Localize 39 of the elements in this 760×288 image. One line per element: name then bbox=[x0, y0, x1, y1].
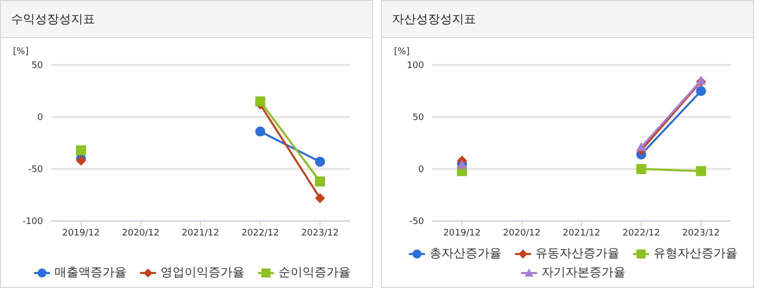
x-tick-label: 2021/12 bbox=[562, 228, 600, 238]
y-axis-title: [%] bbox=[394, 47, 410, 57]
point bbox=[255, 126, 266, 137]
x-tick-label: 2023/12 bbox=[301, 228, 339, 238]
x-tick-label: 2021/12 bbox=[182, 228, 220, 238]
y-tick-label: -50 bbox=[409, 217, 424, 228]
y-tick-label: 50 bbox=[412, 113, 424, 124]
legend-label: 영업이익증가율 bbox=[160, 264, 244, 281]
x-tick-label: 2023/12 bbox=[682, 228, 720, 238]
point bbox=[315, 176, 325, 186]
x-tick-label: 2020/12 bbox=[503, 228, 540, 238]
y-tick-label: 0 bbox=[37, 113, 44, 124]
chart-title: 수익성장성지표 bbox=[1, 1, 372, 38]
y-tick-label: -50 bbox=[28, 165, 44, 176]
y-axis-title: [%] bbox=[13, 47, 29, 57]
point bbox=[315, 193, 325, 204]
point bbox=[76, 145, 86, 156]
legend-label: 매출액증가율 bbox=[54, 264, 126, 281]
y-tick-label: 100 bbox=[406, 61, 424, 72]
point bbox=[636, 142, 646, 152]
point bbox=[315, 156, 325, 167]
x-tick-label: 2022/12 bbox=[622, 228, 660, 238]
x-tick-label: 2019/12 bbox=[443, 228, 481, 238]
point bbox=[696, 86, 706, 96]
point bbox=[696, 166, 706, 176]
x-tick-label: 2022/12 bbox=[242, 228, 279, 238]
x-tick-label: 2019/12 bbox=[62, 228, 100, 238]
legend-label: 총자산증가율 bbox=[428, 245, 502, 262]
point bbox=[636, 164, 646, 174]
x-tick-label: 2020/12 bbox=[122, 228, 160, 238]
chart-title: 자산성장성지표 bbox=[382, 1, 753, 38]
y-tick-label: 0 bbox=[418, 165, 424, 176]
legend-label: 유동자산증가율 bbox=[534, 245, 620, 262]
legend-label: 유형자산증가율 bbox=[652, 245, 738, 262]
legend-label: 순이익증가율 bbox=[278, 264, 350, 281]
y-tick-label: -100 bbox=[22, 217, 44, 228]
y-tick-label: 50 bbox=[32, 61, 44, 72]
legend-label: 자기자본증가율 bbox=[540, 264, 626, 281]
point bbox=[255, 96, 266, 106]
